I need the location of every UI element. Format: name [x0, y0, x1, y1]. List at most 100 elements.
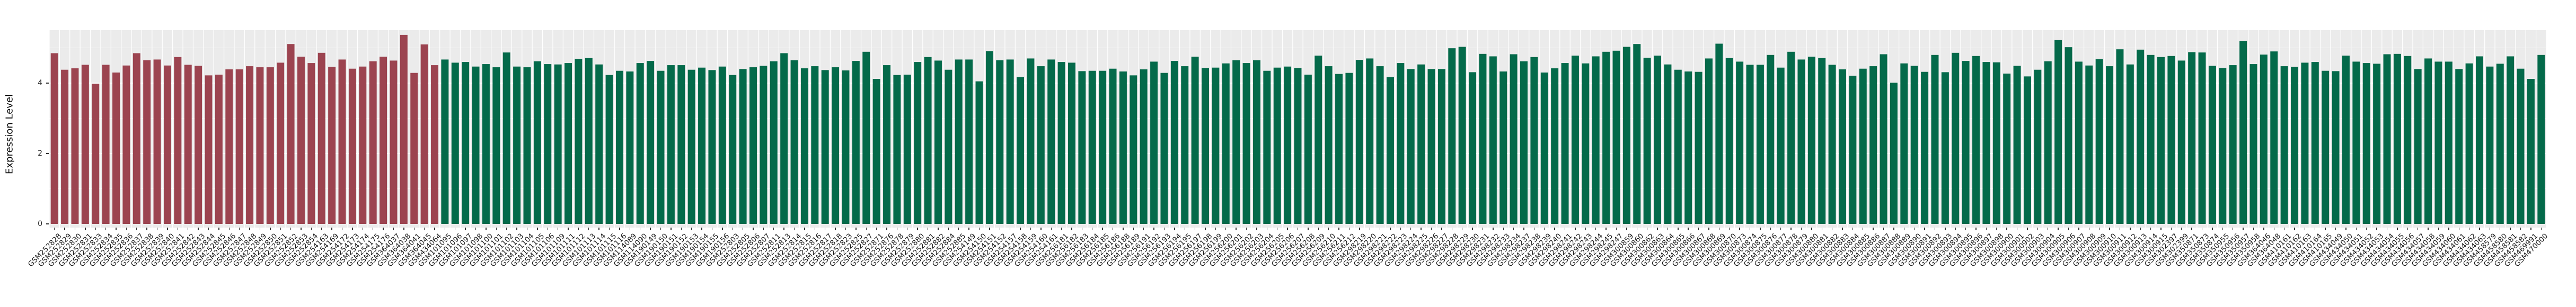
- bar: [924, 57, 932, 224]
- bar: [174, 57, 182, 224]
- bar: [862, 51, 870, 224]
- bar: [1746, 65, 1754, 224]
- x-tick-mark: [1143, 228, 1144, 230]
- bar: [996, 60, 1004, 224]
- x-tick-mark: [968, 228, 969, 230]
- x-tick-mark: [2160, 228, 2162, 230]
- bar: [934, 60, 942, 224]
- bar: [256, 67, 264, 224]
- bar: [380, 57, 387, 224]
- x-tick-mark: [1318, 228, 1319, 230]
- bar: [657, 70, 665, 224]
- bar: [266, 67, 274, 224]
- y-tick-label: 4: [38, 79, 42, 87]
- x-tick-mark: [1513, 228, 1514, 230]
- bar: [1859, 68, 1867, 224]
- bar: [2383, 54, 2391, 224]
- bar: [1797, 59, 1805, 224]
- bar: [1890, 83, 1898, 224]
- x-tick-mark: [1616, 228, 1617, 230]
- bar: [1982, 62, 1990, 224]
- bar: [122, 65, 130, 224]
- bar: [1109, 68, 1117, 224]
- bar: [1047, 59, 1055, 224]
- bar: [2517, 68, 2525, 224]
- bar: [2476, 56, 2483, 224]
- x-tick-mark: [1955, 228, 1956, 230]
- x-tick-mark: [1400, 228, 1401, 230]
- bar: [1725, 58, 1733, 224]
- bar: [1397, 63, 1405, 224]
- bar: [533, 61, 541, 224]
- bar: [1252, 60, 1260, 224]
- bar: [184, 65, 192, 224]
- x-tick-mark: [1996, 228, 1997, 230]
- bar: [215, 75, 223, 224]
- bar: [1304, 75, 1312, 224]
- bar: [1674, 69, 1682, 224]
- x-tick-mark: [1441, 228, 1442, 230]
- bar: [1315, 56, 1322, 224]
- bar: [595, 64, 603, 224]
- bar: [2352, 61, 2360, 224]
- x-tick-mark: [2253, 228, 2254, 230]
- bar: [2219, 68, 2227, 224]
- x-tick-mark: [1225, 228, 1227, 230]
- x-tick-mark: [2150, 228, 2151, 230]
- x-tick-mark: [2366, 228, 2367, 230]
- bar: [800, 68, 808, 224]
- bar: [1767, 55, 1775, 224]
- bar: [1664, 64, 1672, 224]
- bar: [2332, 71, 2340, 224]
- bar: [1972, 56, 1980, 224]
- x-tick-mark: [876, 228, 877, 230]
- plot-panel: [49, 30, 2546, 228]
- x-tick-mark: [845, 228, 846, 230]
- bar: [780, 53, 788, 224]
- bar: [2085, 65, 2093, 224]
- bar: [2126, 64, 2134, 224]
- x-tick-mark: [321, 228, 322, 230]
- x-tick-mark: [2263, 228, 2264, 230]
- x-tick-mark: [2140, 228, 2141, 230]
- x-tick-mark: [1893, 228, 1894, 230]
- y-tick-label: 0: [38, 220, 42, 228]
- bar: [348, 68, 356, 224]
- bar: [1017, 77, 1025, 224]
- bar: [1684, 71, 1692, 224]
- bar: [1355, 60, 1363, 224]
- bar: [2455, 69, 2463, 224]
- bar: [1962, 61, 1970, 224]
- x-tick-mark: [1071, 228, 1072, 230]
- x-tick-mark: [1328, 228, 1329, 230]
- bar: [605, 75, 613, 224]
- x-tick-mark: [1163, 228, 1165, 230]
- x-tick-mark: [1965, 228, 1966, 230]
- bar: [2229, 65, 2237, 224]
- x-tick-mark: [989, 228, 990, 230]
- x-tick-mark: [804, 228, 805, 230]
- bar: [2342, 56, 2350, 224]
- bar: [2301, 62, 2309, 224]
- x-tick-mark: [126, 228, 127, 230]
- bar: [667, 65, 675, 224]
- x-tick-mark: [1554, 228, 1555, 230]
- bar: [1499, 71, 1507, 224]
- bar: [2291, 67, 2298, 224]
- bar: [369, 61, 377, 224]
- bar: [883, 65, 891, 224]
- x-tick-mark: [2376, 228, 2377, 230]
- y-tick-mark: [46, 153, 49, 154]
- x-tick-mark: [1595, 228, 1596, 230]
- bar: [1191, 57, 1199, 224]
- bar: [1057, 62, 1065, 224]
- x-tick-mark: [1544, 228, 1545, 230]
- bar: [2311, 62, 2319, 224]
- bar: [1160, 73, 1168, 224]
- bar: [2434, 61, 2442, 224]
- x-tick-mark: [1708, 228, 1709, 230]
- x-tick-mark: [2345, 228, 2346, 230]
- x-tick-mark: [2109, 228, 2110, 230]
- x-tick-mark: [1883, 228, 1884, 230]
- bar: [2465, 63, 2473, 224]
